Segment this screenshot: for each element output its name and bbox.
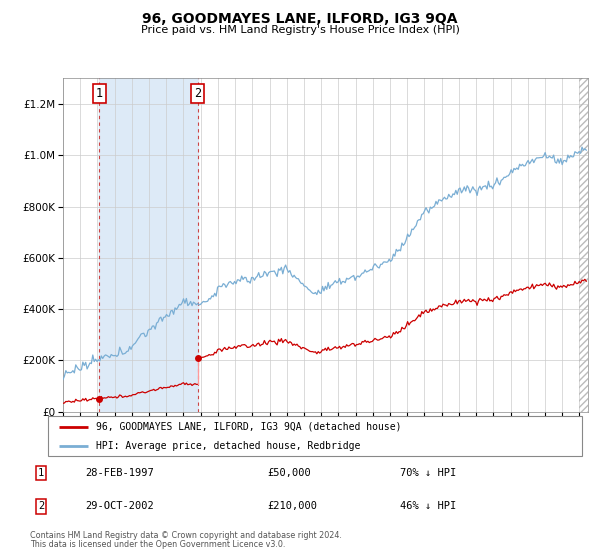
Text: HPI: Average price, detached house, Redbridge: HPI: Average price, detached house, Redb… bbox=[96, 441, 361, 451]
Bar bbox=[580, 78, 588, 412]
Text: 29-OCT-2002: 29-OCT-2002 bbox=[85, 501, 154, 511]
Text: This data is licensed under the Open Government Licence v3.0.: This data is licensed under the Open Gov… bbox=[30, 540, 286, 549]
Text: 1: 1 bbox=[96, 87, 103, 100]
Text: 46% ↓ HPI: 46% ↓ HPI bbox=[400, 501, 456, 511]
Text: 96, GOODMAYES LANE, ILFORD, IG3 9QA (detached house): 96, GOODMAYES LANE, ILFORD, IG3 9QA (det… bbox=[96, 422, 401, 432]
Text: 1: 1 bbox=[38, 468, 44, 478]
Text: 96, GOODMAYES LANE, ILFORD, IG3 9QA: 96, GOODMAYES LANE, ILFORD, IG3 9QA bbox=[142, 12, 458, 26]
Bar bbox=[580, 78, 588, 412]
Text: £210,000: £210,000 bbox=[268, 501, 317, 511]
Text: 2: 2 bbox=[194, 87, 202, 100]
Bar bbox=[100, 78, 198, 412]
Text: £50,000: £50,000 bbox=[268, 468, 311, 478]
Text: Price paid vs. HM Land Registry's House Price Index (HPI): Price paid vs. HM Land Registry's House … bbox=[140, 25, 460, 35]
Text: Contains HM Land Registry data © Crown copyright and database right 2024.: Contains HM Land Registry data © Crown c… bbox=[30, 531, 342, 540]
FancyBboxPatch shape bbox=[48, 416, 582, 456]
Text: 70% ↓ HPI: 70% ↓ HPI bbox=[400, 468, 456, 478]
Text: 28-FEB-1997: 28-FEB-1997 bbox=[85, 468, 154, 478]
Text: 2: 2 bbox=[38, 501, 44, 511]
